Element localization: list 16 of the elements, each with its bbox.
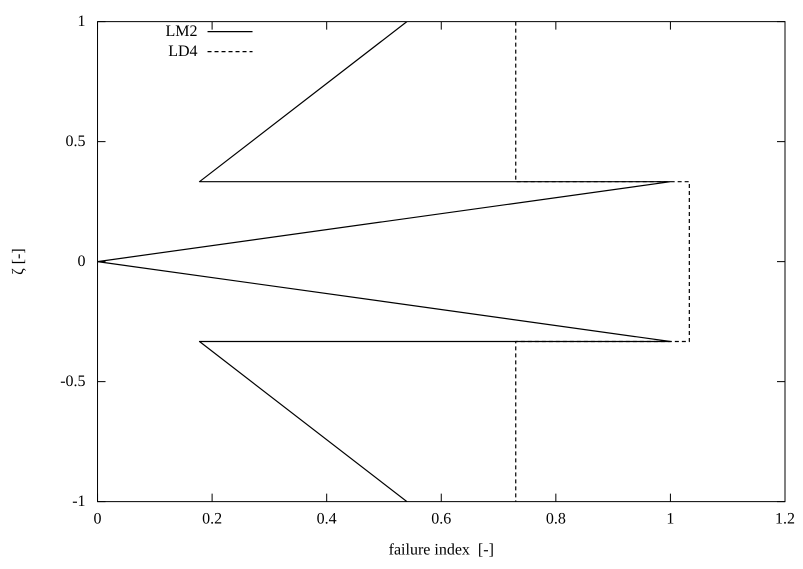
x-tick-label: 0.8	[546, 510, 566, 528]
x-tick-label: 0.4	[316, 510, 337, 528]
legend-label: LM2	[166, 22, 198, 40]
x-tick-label: 1	[666, 510, 674, 528]
y-tick-label: 0.5	[66, 132, 86, 150]
y-tick-label: -0.5	[60, 372, 86, 390]
x-tick-label: 0	[94, 510, 102, 528]
y-axis-title: ζ [-]	[10, 248, 27, 275]
x-tick-label: 1.2	[775, 510, 795, 528]
x-axis-title: failure index [-]	[388, 542, 494, 559]
x-tick-label: 0.2	[202, 510, 222, 528]
y-tick-label: 0	[78, 252, 86, 270]
legend-label: LD4	[168, 42, 198, 60]
y-tick-label: -1	[72, 492, 86, 510]
x-tick-label: 0.6	[431, 510, 452, 528]
y-tick-label: 1	[78, 12, 86, 30]
